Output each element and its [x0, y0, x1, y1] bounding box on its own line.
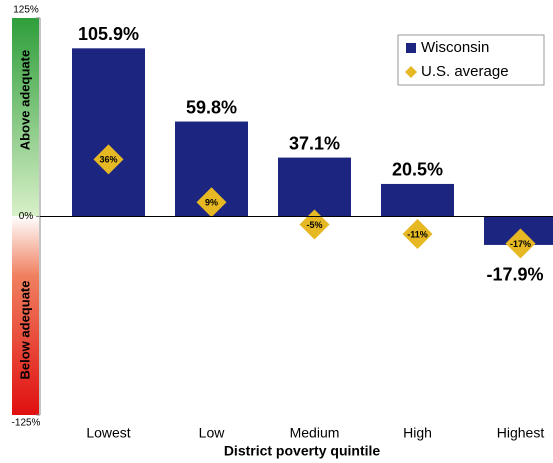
bar: [278, 157, 351, 217]
value-label: 37.1%: [289, 133, 340, 153]
value-label: 59.8%: [186, 97, 237, 117]
value-label: -17.9%: [486, 265, 543, 285]
legend-swatch: [405, 66, 417, 78]
legend-box: [397, 34, 545, 86]
x-tick-label: High: [403, 425, 432, 441]
marker-label: 36%: [99, 155, 117, 165]
legend-label: Wisconsin: [421, 39, 489, 56]
marker-label: -11%: [407, 229, 428, 239]
y-tick-label: 0%: [19, 211, 34, 222]
value-label: 20.5%: [392, 160, 443, 180]
x-tick-label: Highest: [497, 425, 545, 441]
diamond-marker: [402, 218, 433, 249]
legend-label: U.S. average: [421, 63, 509, 80]
band-label: Above adequate: [17, 50, 32, 150]
y-tick-label: -125%: [12, 418, 41, 429]
legend-swatch: [406, 43, 416, 53]
value-label: 105.9%: [78, 24, 139, 44]
diamond-marker: [93, 144, 124, 175]
marker-label: -5%: [306, 220, 322, 230]
x-axis-title: District poverty quintile: [224, 443, 381, 459]
y-tick-label: 125%: [13, 5, 39, 16]
x-tick-label: Medium: [290, 425, 340, 441]
marker-label: -17%: [510, 239, 531, 249]
x-tick-label: Low: [199, 425, 226, 441]
diamond-marker: [196, 187, 227, 218]
above-band: [12, 18, 39, 216]
diamond-marker: [505, 228, 536, 259]
band-label: Below adequate: [17, 281, 32, 380]
bar: [381, 183, 454, 217]
below-band: [12, 216, 39, 415]
x-tick-label: Lowest: [86, 425, 130, 441]
bar: [72, 48, 145, 217]
marker-label: 9%: [205, 198, 218, 208]
